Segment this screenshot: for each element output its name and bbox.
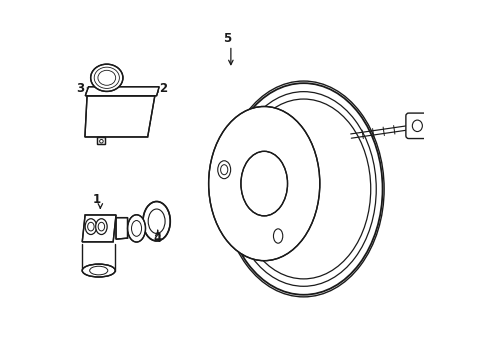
FancyBboxPatch shape [405, 113, 428, 139]
Ellipse shape [127, 215, 145, 242]
Ellipse shape [142, 202, 170, 241]
Polygon shape [85, 96, 155, 137]
Polygon shape [116, 218, 127, 239]
Ellipse shape [241, 151, 287, 216]
Text: 1: 1 [93, 193, 101, 206]
Polygon shape [85, 87, 159, 96]
Bar [97, 137, 105, 144]
Text: 4: 4 [153, 231, 162, 244]
Ellipse shape [82, 264, 115, 277]
Text: 3: 3 [76, 82, 84, 95]
Text: 5: 5 [223, 32, 231, 45]
Ellipse shape [90, 64, 122, 91]
Ellipse shape [96, 219, 107, 234]
Polygon shape [82, 215, 116, 242]
Bar [97, 137, 105, 144]
Ellipse shape [208, 107, 319, 261]
Text: 2: 2 [158, 82, 166, 95]
Ellipse shape [85, 219, 97, 234]
Ellipse shape [223, 81, 384, 297]
